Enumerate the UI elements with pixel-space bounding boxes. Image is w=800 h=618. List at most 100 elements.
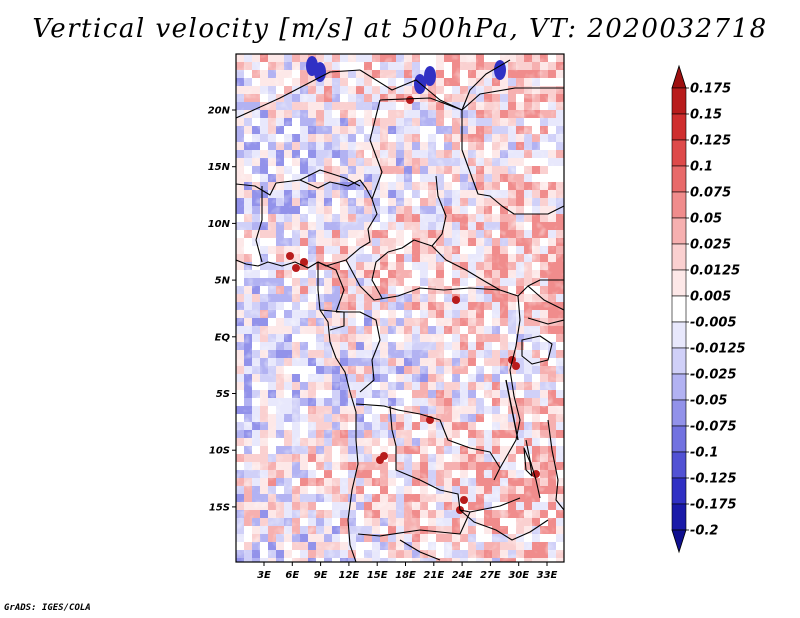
border-ethiopia [461,149,564,215]
strong-updraft-cell [292,264,300,272]
colorbar-swatch [671,165,687,193]
lon-tick-label: 33E [537,570,558,581]
colorbar-swatch [671,503,687,531]
lat-tick-label: 10S [209,446,230,457]
colorbar-swatch [671,399,687,427]
map-frame [235,53,565,563]
border-chad [369,99,383,200]
colorbar-tick-label: -0.175 [690,498,737,513]
border-drc-east [499,295,521,469]
vertical-velocity-field [236,54,564,562]
colorbar-swatch [671,321,687,349]
strong-downdraft-cell [306,56,318,76]
colorbar-tick-label: 0.025 [690,238,731,253]
lat-tick-label: 10N [208,219,231,230]
coastline-west-central [317,262,359,562]
lat-tick-label: 15S [209,502,230,513]
strong-updraft-cell [380,452,388,460]
strong-downdraft-cell [424,66,436,86]
lon-tick-label: 15E [367,570,388,581]
colorbar-tick-label: 0.075 [690,186,731,201]
strong-updraft-cell [452,296,460,304]
border-congo [336,311,381,393]
border-sahel-1 [299,169,361,187]
colorbar-swatch [671,191,687,219]
colorbar-tick-label: -0.025 [690,368,737,383]
strong-downdraft-cell [494,60,506,80]
border-nigeria [255,186,263,263]
colorbar-swatch [671,87,687,115]
colorbar-tick-label: -0.1 [690,446,718,461]
lon-tick-label: 30E [508,570,529,581]
lat-tick-label: 5N [215,276,231,287]
lake-victoria [521,335,553,365]
lon-tick-label: 21E [423,570,444,581]
border-misc-1 [399,539,441,561]
border-north-3 [461,87,564,111]
border-north-1 [236,69,361,119]
colorbar-swatch [671,243,687,271]
colorbar-tick-label: -0.125 [690,472,737,487]
colorbar-swatch [671,477,687,505]
colorbar-tick-label: -0.05 [690,394,727,409]
colorbar-tick-label: -0.005 [690,316,737,331]
strong-updraft-cell [406,96,414,104]
lon-tick-label: 9E [314,570,328,581]
strong-updraft-cell [286,252,294,260]
colorbar-tick-label: 0.15 [690,108,722,123]
border-car [345,259,501,301]
grads-credit: GrADS: IGES/COLA [4,603,91,613]
colorbar-swatch [671,217,687,245]
colorbar-swatch [671,295,687,323]
border-namibia [357,511,471,537]
lon-tick-label: 27E [480,570,501,581]
colorbar-tick-label: 0.005 [690,290,731,305]
colorbar-swatch [671,269,687,297]
colorbar-max-arrow [671,64,687,89]
lon-tick-label: 3E [257,570,271,581]
colorbar-swatch [671,347,687,375]
border-north-2 [359,69,463,150]
colorbar-tick-label: 0.175 [690,82,731,97]
border-sudan-south [371,175,447,299]
colorbar-tick-label: 0.125 [690,134,731,149]
border-red-sea [461,59,511,111]
border-malawi [525,439,541,499]
country-boundaries [236,59,564,562]
colorbar-tick-label: 0.0125 [690,264,740,279]
field-contour-texture [236,54,564,562]
lon-tick-label: 12E [339,570,360,581]
colorbar: 0.175 0.15 0.125 0.1 0.075 0.05 0.025 0.0125 0.0… [671,64,746,554]
map-title: Vertical velocity [m/s] at 500hPa, VT: 2… [32,14,768,44]
colorbar-tick-label: -0.075 [690,420,737,435]
border-tanzania [527,285,564,311]
longitude-axis: 3E 6E 9E 12E 15E 18E 21E 24E 27E 30E 33E [257,562,558,581]
lon-tick-label: 18E [395,570,416,581]
colorbar-tick-label: -0.2 [690,524,718,539]
lon-tick-label: 24E [452,570,473,581]
lake-tanganyika [505,379,519,441]
latitude-axis: 20N 15N 10N 5N EQ 5S 10S 15S [208,106,236,513]
colorbar-min-arrow [671,529,687,554]
strong-updraft-cell [512,362,520,370]
border-mozambique [547,419,564,511]
colorbar-tick-label: 0.05 [690,212,722,227]
border-angola [389,405,521,513]
colorbar-swatch [671,425,687,453]
border-zambia [459,509,549,541]
border-cameroon [317,261,345,313]
colorbar-swatch [671,373,687,401]
border-sudan [379,97,463,111]
colorbar-swatch [671,113,687,141]
strong-updraft-cell [460,496,468,504]
lat-tick-label: EQ [215,332,231,343]
colorbar-tick-label: 0.1 [690,160,713,175]
lake-malawi [523,447,533,477]
lat-tick-label: 15N [208,162,231,173]
lat-tick-label: 20N [208,106,231,117]
lon-tick-label: 6E [285,570,299,581]
colorbar-swatch [671,451,687,479]
colorbar-swatch [671,139,687,167]
lat-tick-label: 5S [216,389,230,400]
